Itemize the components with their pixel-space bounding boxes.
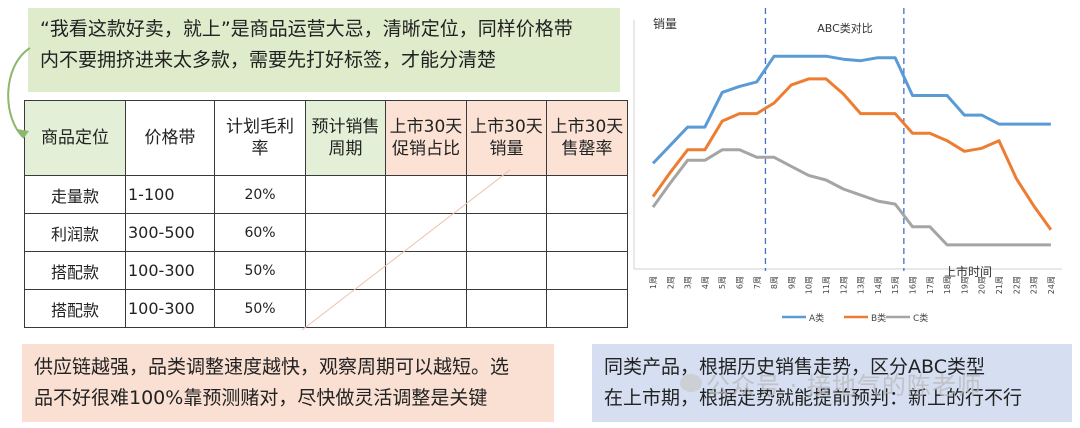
bottom-left-note-line2: 品不好很难100%靠预测赌对，尽快做灵活调整是关键 [34,387,488,409]
legend-label: B类 [871,312,886,324]
table-cell: 1-100 [125,175,215,214]
x-tick-label: 21周 [995,276,1004,294]
header-cell: 上市30天销量 [466,100,547,176]
x-tick-label: 22周 [1012,276,1021,294]
x-tick-label: 17周 [926,276,935,294]
header-cell: 上市30天促销占比 [385,100,467,176]
x-tick-label: 7周 [753,276,762,289]
wechat-icon [680,374,702,392]
table-cell: 搭配款 [24,289,126,328]
series-line [651,54,1051,165]
table-cell [546,175,628,214]
watermark: 公众号 · 接地气的陈老师 [706,372,982,400]
table-cell: 利润款 [24,213,126,252]
top-note-line2: 内不要拥挤进来太多款，需要先打好标签，才能分清楚 [40,49,497,71]
x-tick-label: 15周 [891,276,900,294]
bracket-connector [7,47,31,139]
chart-title: ABC类对比 [817,21,873,35]
legend-label: C类 [913,312,928,324]
x-tick-label: 18周 [943,276,952,294]
x-tick-label: 24周 [1047,276,1056,294]
x-tick-label: 10周 [805,276,814,294]
table-cell: 300-500 [125,213,215,252]
table-cell [385,213,467,252]
table-cell [385,289,467,328]
bottom-left-note: 供应链越强，品类调整速度越快，观察周期可以越短。选 品不好很难100%靠预测赌对… [22,344,554,422]
x-tick-label: 23周 [1030,276,1039,294]
table-header-row: 商品定位 价格带 计划毛利率 预计销售周期 上市30天促销占比 上市30天销量 … [24,100,628,176]
x-tick-label: 16周 [909,276,918,294]
diagonal-connector [301,169,511,331]
x-tick-label: 11周 [822,276,831,294]
header-cell: 商品定位 [24,100,126,176]
x-tick-label: 6周 [736,276,745,289]
table-row: 利润款 300-500 60% [24,213,628,252]
x-tick-label: 4周 [701,276,710,289]
x-tick-label: 1周 [649,276,658,289]
x-tick-label: 8周 [770,276,779,289]
table-cell: 100-300 [125,251,215,290]
x-tick-label: 19周 [960,276,969,294]
top-note-line1: “我看这款好卖，就上”是商品运营大忌，清晰定位，同样价格带 [40,18,573,40]
table-cell [546,213,628,252]
x-tick-label: 3周 [684,276,693,289]
table-cell: 搭配款 [24,251,126,290]
product-position-table: 商品定位 价格带 计划毛利率 预计销售周期 上市30天促销占比 上市30天销量 … [24,100,628,328]
table-cell [546,289,628,328]
table-cell: 50% [214,289,306,328]
table-row: 搭配款 100-300 50% [24,251,628,290]
header-cell: 上市30天售罄率 [546,100,628,176]
x-tick-label: 20周 [978,276,987,294]
bottom-right-note: 同类产品，根据历史销售走势，区分ABC类型 在上市期，根据走势就能提前预判：新上… [592,344,1072,422]
x-axis-label: 上市时间 [944,264,992,279]
table-cell: 50% [214,251,306,290]
y-axis-label: 销量 [653,17,677,31]
series-line [651,77,1053,231]
header-cell: 价格带 [125,100,215,176]
table-row: 搭配款 100-300 50% [24,289,628,328]
x-tick-label: 2周 [666,276,675,289]
header-cell: 预计销售周期 [305,100,386,176]
table-cell [305,289,386,328]
bottom-left-note-line1: 供应链越强，品类调整速度越快，观察周期可以越短。选 [34,356,510,378]
bracket-arrowhead [17,129,29,138]
bottom-right-note-line2: 在上市期，根据走势就能提前预判：新上的行不行 [604,387,1023,409]
x-tick-label: 5周 [718,276,727,289]
bottom-right-note-line1: 同类产品，根据历史销售走势，区分ABC类型 [604,356,985,378]
x-tick-label: 14周 [874,276,883,294]
series-line [651,148,1051,247]
x-tick-label: 12周 [839,276,848,294]
table-cell: 100-300 [125,289,215,328]
x-tick-label: 9周 [787,276,796,289]
top-note: “我看这款好卖，就上”是商品运营大忌，清晰定位，同样价格带 内不要拥挤进来太多款… [28,8,620,92]
x-tick-label: 13周 [857,276,866,294]
legend-label: A类 [809,312,824,324]
